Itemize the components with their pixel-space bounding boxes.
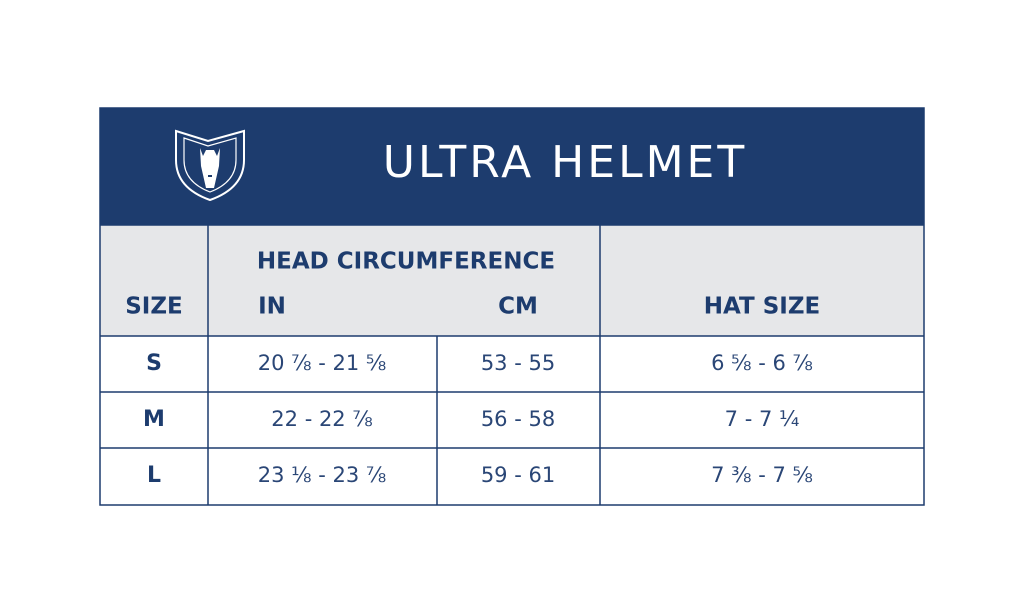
table-cell: 53 - 55 (481, 351, 555, 375)
table-body: S 20 ⅞ - 21 ⅝ 53 - 55 6 ⅝ - 6 ⅞ M 22 - 22 ⅞ 56… (143, 351, 813, 488)
table-cell: 23 ⅛ - 23 ⅞ (258, 463, 386, 487)
size-label: L (147, 463, 161, 488)
column-header: IN (258, 294, 286, 320)
column-header-band (100, 225, 924, 336)
table-cell: 20 ⅞ - 21 ⅝ (258, 351, 386, 375)
table-grid (99, 107, 925, 506)
title: ULTRA HELMET (383, 137, 747, 188)
size-label: M (143, 407, 165, 432)
column-header: SIZE (125, 294, 183, 320)
table-cell: 6 ⅝ - 6 ⅞ (711, 351, 813, 375)
column-header: CM (498, 294, 538, 320)
table-cell: 7 - 7 ¼ (725, 407, 800, 431)
column-group-header: HEAD CIRCUMFERENCE (257, 249, 555, 275)
header-band (100, 108, 924, 225)
size-label: S (146, 351, 162, 376)
logo (175, 129, 245, 202)
column-header: HAT SIZE (704, 294, 820, 320)
table-cell: 56 - 58 (481, 407, 555, 431)
table-cell: 59 - 61 (481, 463, 555, 487)
table-cell: 22 - 22 ⅞ (271, 407, 372, 431)
table-cell: 7 ⅜ - 7 ⅝ (711, 463, 813, 487)
